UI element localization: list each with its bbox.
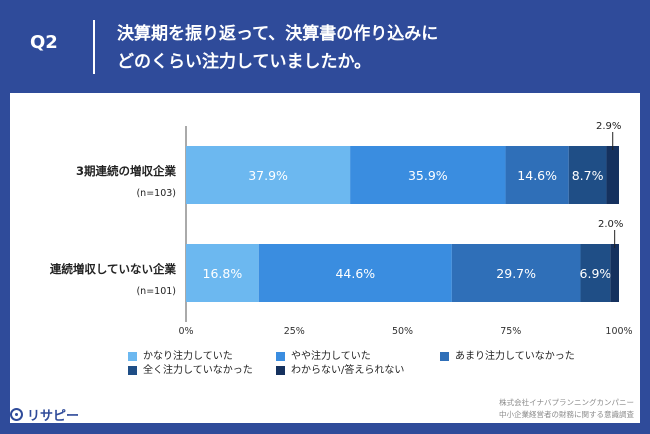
x-tick-label: 0% <box>178 326 193 337</box>
bar-segment <box>451 244 581 302</box>
legend-label: かなり注力していた <box>143 351 233 362</box>
bar-segment <box>610 244 619 302</box>
bar-segment <box>350 146 506 204</box>
x-tick-label: 100% <box>605 326 632 337</box>
source-line-1: 株式会社イナバプランニングカンパニー <box>499 398 634 407</box>
x-tick-label: 75% <box>500 326 521 337</box>
legend-swatch <box>276 352 285 361</box>
source-line-2: 中小企業経営者の財務に関する意識調査 <box>499 410 634 419</box>
data-label: 2.0% <box>598 219 623 230</box>
category-label: 3期連続の増収企業 <box>76 164 177 178</box>
legend-label: わからない/答えられない <box>291 365 405 376</box>
header: Q2 決算期を振り返って、決算書の作り込みに どのくらい注力していましたか。 <box>0 0 650 92</box>
data-label: 16.8% <box>203 266 243 281</box>
data-label: 8.7% <box>572 168 604 183</box>
logo-text: リサピー <box>27 409 80 424</box>
legend-swatch <box>440 352 449 361</box>
legend-item: かなり注力していた <box>128 350 233 363</box>
data-label: 44.6% <box>335 266 375 281</box>
category-n-label: (n=103) <box>136 188 176 199</box>
data-label: 2.9% <box>596 121 621 132</box>
question-number: Q2 <box>30 32 58 53</box>
legend-item: あまり注力していなかった <box>440 350 575 363</box>
bar-segment <box>505 146 569 204</box>
bar-segment <box>580 244 611 302</box>
legend-swatch <box>128 366 137 375</box>
data-label: 29.7% <box>496 266 536 281</box>
logo-icon <box>10 408 23 421</box>
legend-label: 全く注力していなかった <box>143 365 253 376</box>
header-divider <box>93 20 95 74</box>
bar-segment <box>568 146 607 204</box>
legend-item: 全く注力していなかった <box>128 364 253 377</box>
legend-item: やや注力していた <box>276 350 371 363</box>
bar-segment <box>606 146 619 204</box>
question-title-line-2: どのくらい注力していましたか。 <box>117 52 372 72</box>
bar-segment <box>258 244 452 302</box>
source-note: 株式会社イナバプランニングカンパニー 中小企業経営者の財務に関する意識調査 <box>499 397 634 421</box>
legend-swatch <box>276 366 285 375</box>
brand-logo: リサピー <box>10 405 79 424</box>
legend-item: わからない/答えられない <box>276 364 404 377</box>
data-label: 14.6% <box>517 168 557 183</box>
bar-segment <box>186 244 259 302</box>
question-title: 決算期を振り返って、決算書の作り込みに どのくらい注力していましたか。 <box>117 20 438 76</box>
category-label: 連続増収していない企業 <box>50 262 177 276</box>
bar-segment <box>186 146 351 204</box>
data-label: 35.9% <box>408 168 448 183</box>
data-label: 37.9% <box>248 168 288 183</box>
legend-label: やや注力していた <box>291 351 371 362</box>
category-n-label: (n=101) <box>136 286 176 297</box>
x-tick-label: 25% <box>284 326 305 337</box>
x-tick-label: 50% <box>392 326 413 337</box>
data-label: 6.9% <box>580 266 612 281</box>
question-title-line-1: 決算期を振り返って、決算書の作り込みに <box>117 24 439 44</box>
legend-label: あまり注力していなかった <box>455 351 575 362</box>
legend-swatch <box>128 352 137 361</box>
